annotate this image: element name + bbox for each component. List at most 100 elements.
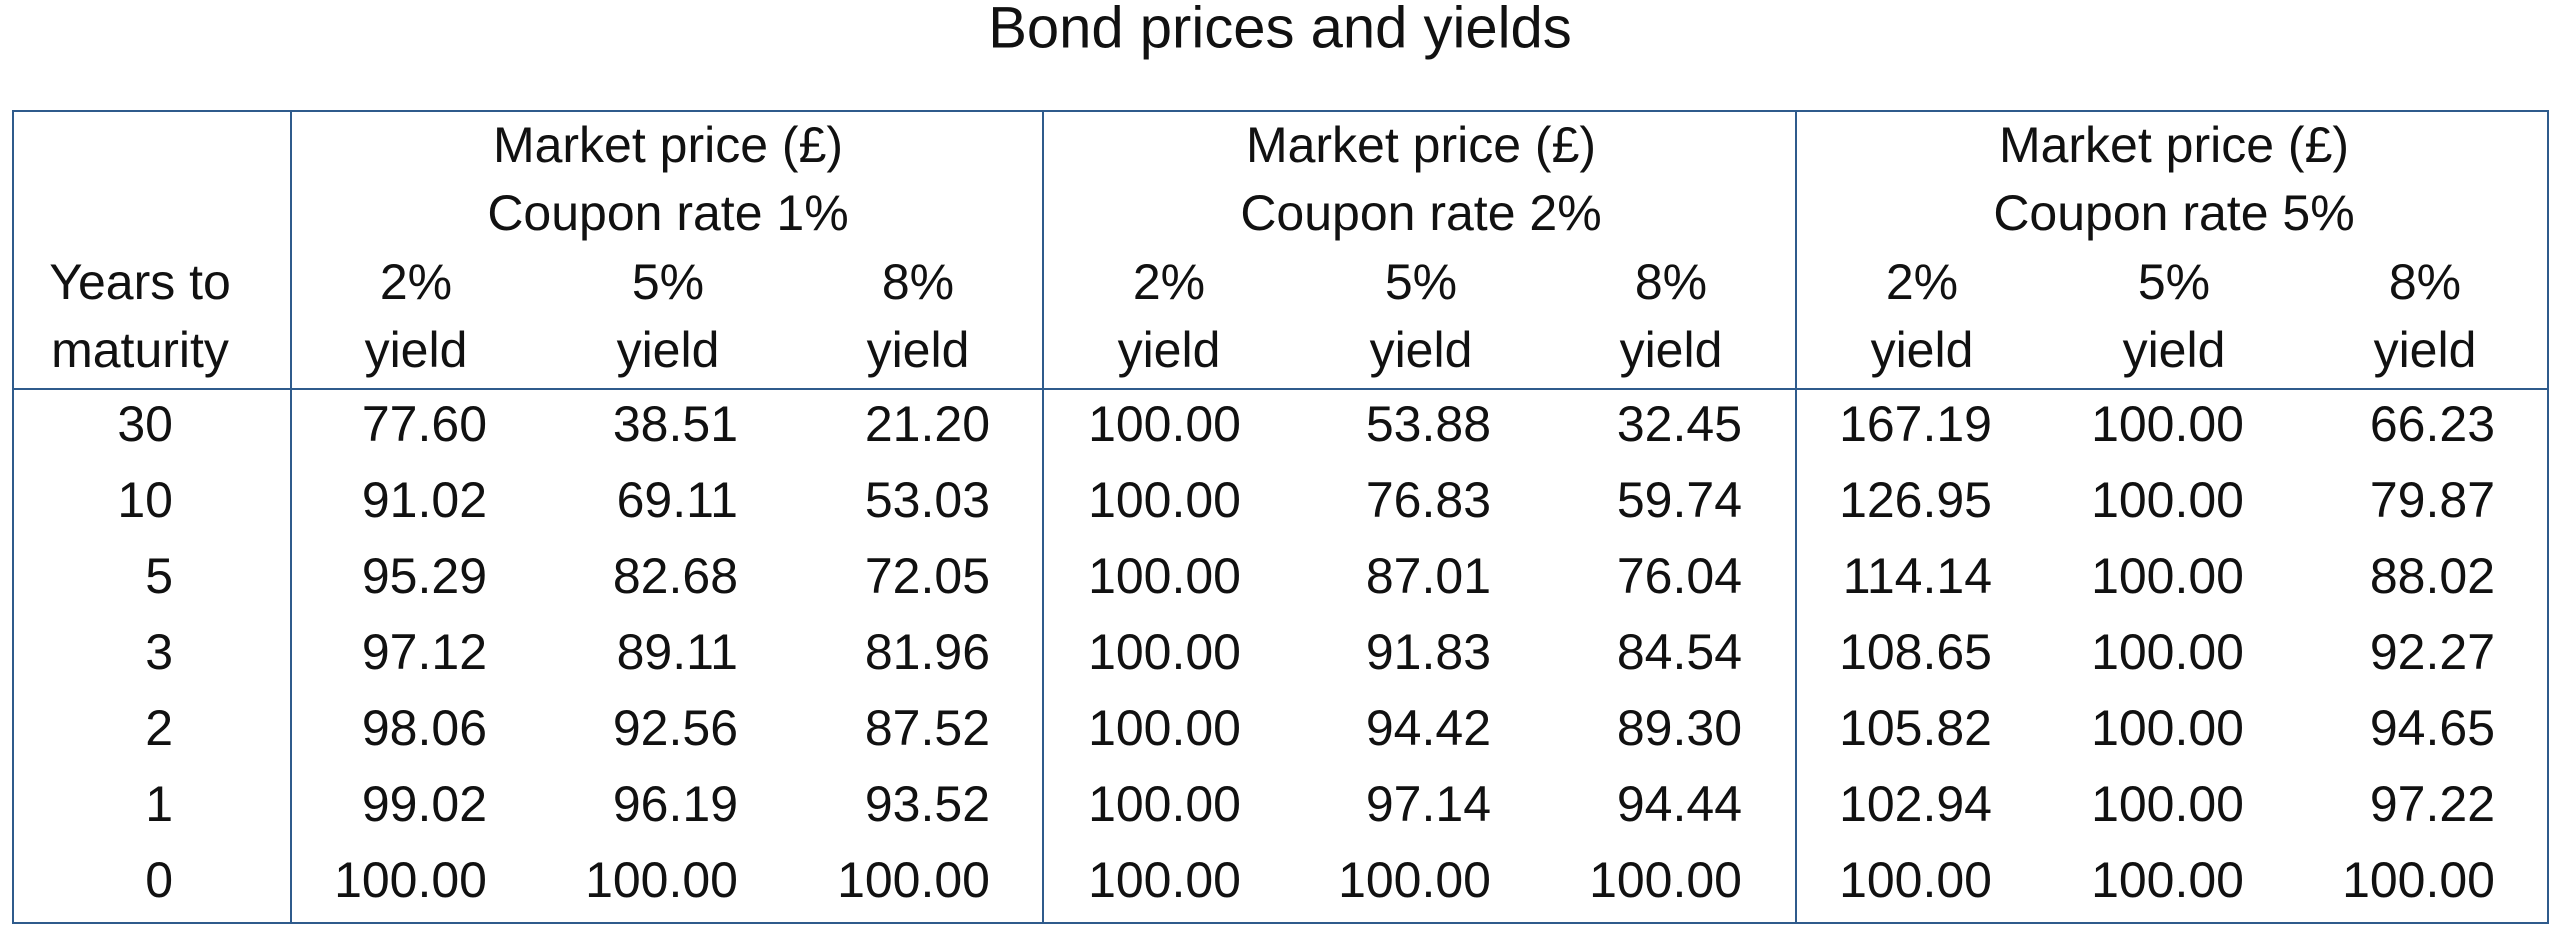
cell: 66.23 [2370, 396, 2495, 452]
cell: 38.51 [613, 396, 738, 452]
group-header: Market price (£) [1999, 117, 2349, 173]
cell: 89.11 [617, 624, 738, 680]
cell: 100.00 [1589, 852, 1742, 908]
cell: 100.00 [1088, 472, 1241, 528]
cell: 100.00 [1839, 852, 1992, 908]
row-header: 5 [145, 548, 173, 604]
cell: 100.00 [2091, 624, 2244, 680]
cell: 76.04 [1617, 548, 1742, 604]
cell: 100.00 [585, 852, 738, 908]
cell: 94.65 [2370, 700, 2495, 756]
column-header: yield [1620, 322, 1723, 378]
title: Bond prices and yields [988, 0, 1572, 60]
cell: 105.82 [1839, 700, 1992, 756]
cell: 76.83 [1366, 472, 1491, 528]
column-header: 5% [2138, 254, 2210, 310]
cell: 100.00 [2091, 396, 2244, 452]
cell: 53.03 [865, 472, 990, 528]
group-header: Coupon rate 5% [1993, 185, 2354, 241]
cell: 91.83 [1366, 624, 1491, 680]
cell: 100.00 [334, 852, 487, 908]
column-header: 2% [1886, 254, 1958, 310]
cell: 87.01 [1366, 548, 1491, 604]
cell: 100.00 [2091, 776, 2244, 832]
corner-header: Years to [49, 254, 231, 310]
cell: 100.00 [2091, 472, 2244, 528]
cell: 100.00 [837, 852, 990, 908]
cell: 77.60 [362, 396, 487, 452]
column-header: yield [365, 322, 468, 378]
cell: 32.45 [1617, 396, 1742, 452]
column-header: yield [2374, 322, 2477, 378]
cell: 53.88 [1366, 396, 1491, 452]
cell: 167.19 [1839, 396, 1992, 452]
cell: 100.00 [1088, 548, 1241, 604]
cell: 92.56 [613, 700, 738, 756]
cell: 21.20 [865, 396, 990, 452]
cell: 94.42 [1366, 700, 1491, 756]
cell: 88.02 [2370, 548, 2495, 604]
row-header: 30 [117, 396, 173, 452]
column-header: yield [1370, 322, 1473, 378]
cell: 100.00 [2091, 700, 2244, 756]
cell: 102.94 [1839, 776, 1992, 832]
row-header: 2 [145, 700, 173, 756]
cell: 99.02 [362, 776, 487, 832]
cell: 100.00 [1088, 852, 1241, 908]
cell: 94.44 [1617, 776, 1742, 832]
column-header: 8% [882, 254, 954, 310]
cell: 100.00 [1088, 776, 1241, 832]
cell: 100.00 [2091, 852, 2244, 908]
row-header: 1 [145, 776, 173, 832]
cell: 89.30 [1617, 700, 1742, 756]
cell: 87.52 [865, 700, 990, 756]
cell: 79.87 [2370, 472, 2495, 528]
cell: 100.00 [1088, 396, 1241, 452]
column-header: 5% [1385, 254, 1457, 310]
column-header: 5% [632, 254, 704, 310]
cell: 82.68 [613, 548, 738, 604]
column-header: yield [867, 322, 970, 378]
cell: 97.12 [362, 624, 487, 680]
cell: 100.00 [2091, 548, 2244, 604]
cell: 69.11 [617, 472, 738, 528]
cell: 72.05 [865, 548, 990, 604]
cell: 114.14 [1843, 548, 1992, 604]
cell: 92.27 [2370, 624, 2495, 680]
cell: 59.74 [1617, 472, 1742, 528]
row-header: 0 [145, 852, 173, 908]
cell: 97.22 [2370, 776, 2495, 832]
column-header: yield [2123, 322, 2226, 378]
cell: 84.54 [1617, 624, 1742, 680]
cell: 95.29 [362, 548, 487, 604]
group-header: Market price (£) [1246, 117, 1596, 173]
column-header: 8% [1635, 254, 1707, 310]
corner-header: maturity [51, 322, 229, 378]
cell: 96.19 [613, 776, 738, 832]
cell: 100.00 [2342, 852, 2495, 908]
cell: 98.06 [362, 700, 487, 756]
row-header: 10 [117, 472, 173, 528]
cell: 100.00 [1338, 852, 1491, 908]
group-header: Coupon rate 2% [1240, 185, 1601, 241]
cell: 126.95 [1839, 472, 1992, 528]
column-header: yield [617, 322, 720, 378]
column-header: 8% [2389, 254, 2461, 310]
column-header: yield [1871, 322, 1974, 378]
table-border [12, 110, 2549, 924]
column-header: 2% [380, 254, 452, 310]
cell: 81.96 [865, 624, 990, 680]
cell: 100.00 [1088, 624, 1241, 680]
column-header: 2% [1133, 254, 1205, 310]
cell: 97.14 [1366, 776, 1491, 832]
group-header: Market price (£) [493, 117, 843, 173]
row-header: 3 [145, 624, 173, 680]
cell: 93.52 [865, 776, 990, 832]
group-header: Coupon rate 1% [487, 185, 848, 241]
column-header: yield [1118, 322, 1221, 378]
cell: 108.65 [1839, 624, 1992, 680]
cell: 91.02 [362, 472, 487, 528]
cell: 100.00 [1088, 700, 1241, 756]
